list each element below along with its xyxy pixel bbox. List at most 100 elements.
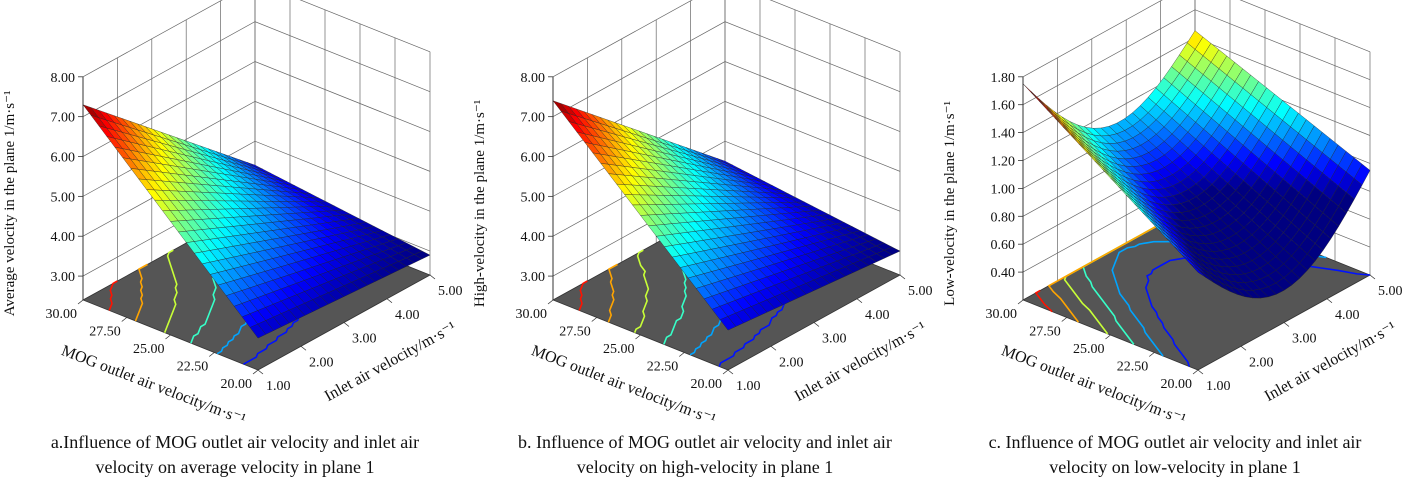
z-gridline <box>82 21 431 117</box>
x-tick-label: 3.00 <box>1292 332 1317 347</box>
x-axis-label: Inlet air velocity/m·s⁻¹ <box>1262 319 1399 405</box>
x-tick-label: 2.00 <box>1249 355 1274 370</box>
contour-line <box>134 263 148 322</box>
z-tick-label: 8.00 <box>521 71 546 86</box>
x-tick <box>727 369 734 375</box>
z-tick-label: 8.00 <box>51 71 76 86</box>
y-tick <box>547 299 554 305</box>
surface-cell <box>1354 163 1371 186</box>
z-tick-label: 3.00 <box>51 270 76 285</box>
y-tick-label: 22.50 <box>177 360 209 375</box>
surface-cell <box>413 250 431 260</box>
z-tick-label: 5.00 <box>51 190 76 205</box>
surface-plot-b: 3.00 4.00 5.00 6.00 7.00 8.00 1.00 2.00 3.00 4.00… <box>472 0 933 428</box>
x-tick-label: 1.00 <box>266 379 291 394</box>
y-tick <box>209 352 215 357</box>
contour-line <box>163 249 178 333</box>
x-axis-label: Inlet air velocity/m·s⁻¹ <box>322 319 459 405</box>
x-tick-label: 4.00 <box>865 308 890 323</box>
chart-panel-a: 3.00 4.00 5.00 6.00 7.00 8.00 1.00 2.00 3.00 4.00… <box>0 0 470 483</box>
y-tick-label: 22.50 <box>647 360 679 375</box>
y-tick <box>591 317 597 322</box>
y-tick <box>635 334 641 340</box>
z-tick-label: 1.40 <box>991 127 1016 142</box>
y-tick <box>77 299 84 305</box>
x-tick-label: 1.00 <box>1206 379 1231 394</box>
x-tick <box>1240 345 1247 351</box>
x-tick <box>386 298 393 304</box>
plot-group: 3.00 4.00 5.00 6.00 7.00 8.00 1.00 2.00 3.00 4.00… <box>472 0 933 428</box>
x-tick-label: 1.00 <box>736 379 761 394</box>
z-tick-label: 3.00 <box>521 270 546 285</box>
surface-mesh <box>82 104 431 339</box>
contour-line <box>607 263 618 323</box>
y-tick-label: 20.00 <box>691 377 723 392</box>
x-tick <box>1283 322 1290 327</box>
plot-group: 3.00 4.00 5.00 6.00 7.00 8.00 1.00 2.00 3.00 4.00… <box>2 0 463 428</box>
y-tick <box>1192 369 1199 375</box>
z-axis-label: Average velocity in the plane 1/m·s⁻¹ <box>2 90 18 316</box>
y-tick-label: 25.00 <box>133 342 165 357</box>
x-tick-label: 3.00 <box>822 332 847 347</box>
x-tick-label: 3.00 <box>352 332 377 347</box>
surface-cell <box>883 246 901 255</box>
z-tick-label: 1.20 <box>991 155 1016 170</box>
caption-b-line2: velocity on high-velocity in plane 1 <box>576 457 834 477</box>
caption-b: b. Influence of MOG outlet air velocity … <box>470 430 940 480</box>
x-tick <box>1326 298 1333 304</box>
y-tick-label: 20.00 <box>221 377 253 392</box>
caption-c: c. Influence of MOG outlet air velocity … <box>940 430 1410 480</box>
x-axis-label: Inlet air velocity/m·s⁻¹ <box>792 319 929 405</box>
y-tick <box>121 317 127 322</box>
z-tick-label: 0.60 <box>991 238 1016 253</box>
contour-line <box>633 249 650 333</box>
plot-group: 0.40 0.60 0.80 1.00 1.20 1.40 1.60 1.80 1.00 2.00… <box>942 0 1403 428</box>
z-gridline <box>552 140 901 237</box>
y-tick <box>1017 299 1024 305</box>
y-tick-label: 22.50 <box>1117 360 1149 375</box>
x-tick <box>1369 274 1376 280</box>
y-tick <box>165 334 171 340</box>
z-tick-label: 6.00 <box>521 151 546 166</box>
z-gridline <box>82 140 431 237</box>
x-tick <box>257 369 264 375</box>
surface-mesh <box>1022 30 1371 299</box>
y-tick <box>1061 317 1067 322</box>
y-tick-label: 30.00 <box>46 307 78 322</box>
x-tick <box>343 322 350 327</box>
z-tick-label: 0.80 <box>991 210 1016 225</box>
x-tick-label: 2.00 <box>779 355 804 370</box>
z-tick-label: 5.00 <box>521 190 546 205</box>
caption-a-line1: a.Influence of MOG outlet air velocity a… <box>50 432 420 452</box>
z-gridline <box>82 0 431 78</box>
surface-plot-c: 0.40 0.60 0.80 1.00 1.20 1.40 1.60 1.80 1.00 2.00… <box>942 0 1403 428</box>
y-tick-label: 30.00 <box>516 307 548 322</box>
x-tick <box>813 322 820 327</box>
z-gridline <box>552 21 901 117</box>
y-tick-label: 27.50 <box>1029 325 1061 340</box>
z-gridline <box>1022 0 1371 78</box>
caption-c-line2: velocity on low-velocity in plane 1 <box>1049 457 1301 477</box>
y-tick <box>679 352 685 357</box>
x-tick-label: 4.00 <box>395 308 420 323</box>
contour-line <box>1034 289 1053 313</box>
y-tick-label: 20.00 <box>1161 377 1193 392</box>
x-tick-label: 4.00 <box>1335 308 1360 323</box>
z-tick-label: 4.00 <box>521 230 546 245</box>
y-tick-label: 25.00 <box>1073 342 1105 357</box>
x-tick <box>429 274 436 280</box>
caption-a-line2: velocity on average velocity in plane 1 <box>95 457 375 477</box>
chart-panel-b: 3.00 4.00 5.00 6.00 7.00 8.00 1.00 2.00 3.00 4.00… <box>470 0 940 483</box>
y-tick-label: 30.00 <box>986 307 1018 322</box>
x-tick <box>300 345 307 351</box>
x-tick-label: 5.00 <box>438 284 463 299</box>
y-tick-label: 27.50 <box>89 325 121 340</box>
x-tick-label: 2.00 <box>309 355 334 370</box>
x-tick <box>856 298 863 304</box>
z-tick-label: 1.80 <box>991 71 1016 86</box>
caption-b-line1: b. Influence of MOG outlet air velocity … <box>518 432 892 452</box>
chart-panel-c: 0.40 0.60 0.80 1.00 1.20 1.40 1.60 1.80 1.00 2.00… <box>940 0 1410 483</box>
x-tick <box>1197 369 1204 375</box>
z-tick-label: 4.00 <box>51 230 76 245</box>
y-tick-label: 25.00 <box>603 342 635 357</box>
